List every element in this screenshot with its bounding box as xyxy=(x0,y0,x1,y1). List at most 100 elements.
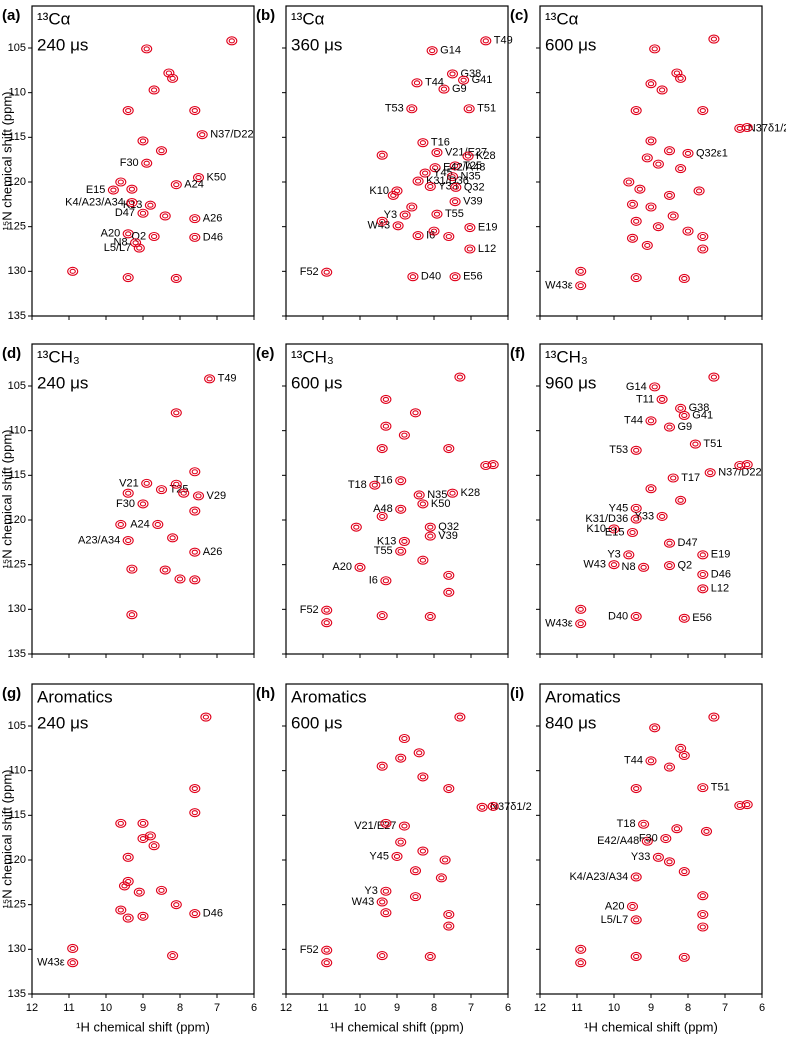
peak xyxy=(663,857,676,867)
peak xyxy=(660,834,672,844)
peak xyxy=(697,922,709,932)
peak xyxy=(663,561,676,571)
peak xyxy=(693,186,705,196)
x-tick-label: 10 xyxy=(608,1002,620,1014)
peak-label: T51 xyxy=(477,103,496,115)
peak xyxy=(630,514,642,524)
peak-contour xyxy=(173,481,180,487)
peak-contour xyxy=(647,486,655,492)
panel-title: ¹³Cα xyxy=(291,9,325,28)
peak-contour xyxy=(710,374,718,380)
peak-contour xyxy=(666,764,673,770)
peak-contour xyxy=(633,218,640,224)
peak xyxy=(663,762,676,772)
panel: (c) ¹³Cα 600 μs Q32ε1 N37δ1/2 W43ε xyxy=(510,5,786,320)
peak-label: K50 xyxy=(207,171,227,183)
peak xyxy=(667,211,679,221)
peak-contour xyxy=(191,810,198,816)
peak-contour xyxy=(379,445,386,452)
peak xyxy=(189,547,201,557)
peak-contour xyxy=(647,81,655,87)
peak xyxy=(663,538,676,548)
peak xyxy=(130,238,142,248)
peak xyxy=(428,226,440,236)
peak-contour xyxy=(139,836,147,842)
peak xyxy=(741,460,753,470)
peak xyxy=(463,104,475,114)
peak-contour xyxy=(150,87,158,93)
peak xyxy=(163,68,175,78)
peak xyxy=(412,176,424,186)
peak-contour xyxy=(162,567,169,573)
x-tick-label: 9 xyxy=(648,1002,654,1014)
peak xyxy=(630,915,642,925)
peak-contour xyxy=(662,836,669,842)
peak xyxy=(704,468,716,478)
peak-contour xyxy=(658,513,666,519)
x-tick-label: 12 xyxy=(280,1002,292,1014)
panel-subtitle: 240 μs xyxy=(37,373,88,392)
peak xyxy=(634,184,646,194)
peak-contour xyxy=(744,462,751,468)
peak xyxy=(678,273,690,284)
peak-contour xyxy=(629,235,636,241)
peak xyxy=(413,490,425,500)
peak xyxy=(630,611,642,622)
peak-contour xyxy=(427,953,434,960)
peak-contour xyxy=(699,552,706,558)
peak xyxy=(741,800,753,810)
peak xyxy=(133,243,145,253)
peak-contour xyxy=(379,763,386,769)
peak-contour xyxy=(125,915,132,921)
peak xyxy=(630,872,642,882)
panel-letter: (c) xyxy=(510,7,528,24)
peak xyxy=(354,562,366,572)
peak-label: Y45 xyxy=(369,850,389,862)
panel-letter: (e) xyxy=(256,345,274,362)
peak xyxy=(395,504,407,514)
peak-contour xyxy=(414,178,422,184)
peak-contour xyxy=(666,540,673,546)
peak-contour xyxy=(379,218,386,224)
peak-contour xyxy=(452,184,459,190)
peak xyxy=(663,422,676,432)
peak xyxy=(671,68,683,78)
peak xyxy=(137,136,149,146)
peak-contour xyxy=(666,192,673,198)
peak-contour xyxy=(139,210,147,216)
peak-contour xyxy=(323,620,330,626)
peak xyxy=(411,78,423,88)
peak xyxy=(376,216,388,226)
peak xyxy=(575,266,587,276)
peak xyxy=(443,231,455,242)
y-tick-label: 135 xyxy=(8,648,26,660)
x-tick-label: 6 xyxy=(505,1002,511,1014)
peak-contour xyxy=(121,883,128,889)
peak xyxy=(380,421,392,431)
peak xyxy=(321,618,333,628)
peak xyxy=(630,273,642,283)
peak xyxy=(656,394,668,404)
peak xyxy=(189,575,201,585)
peak-contour xyxy=(655,224,662,230)
peak xyxy=(630,503,642,513)
peak xyxy=(115,818,127,828)
peak xyxy=(678,750,690,761)
peak-label: E15 xyxy=(86,184,106,196)
peak-label: T11 xyxy=(636,393,654,405)
peak-contour xyxy=(464,153,472,159)
peak xyxy=(449,161,461,171)
peak xyxy=(575,619,587,629)
peak-label: T18 xyxy=(348,479,367,491)
peak-label: I6 xyxy=(369,575,378,587)
peak xyxy=(435,873,447,883)
peak-contour xyxy=(699,911,706,918)
peak xyxy=(431,209,443,219)
peak-contour xyxy=(397,478,404,484)
peak xyxy=(170,408,182,418)
peak-contour xyxy=(681,752,688,759)
peak xyxy=(443,443,455,454)
peak xyxy=(387,190,399,200)
peak xyxy=(424,181,436,192)
